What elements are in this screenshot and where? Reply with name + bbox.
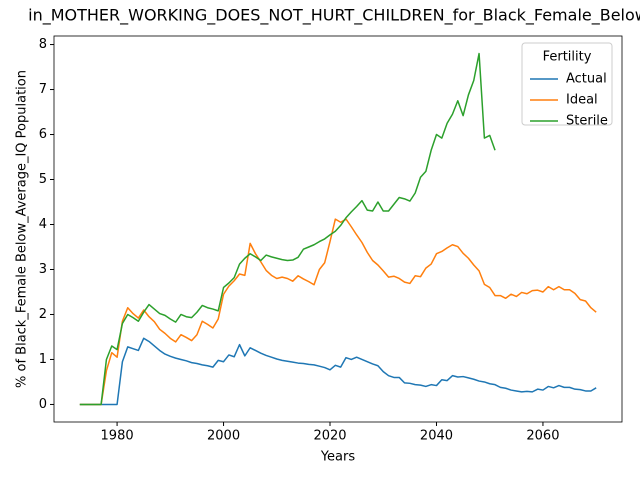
y-tick-label: 2: [39, 307, 47, 322]
y-axis-label: % of Black_Female Below_Average_IQ Popul…: [15, 70, 30, 388]
chart-title: in_MOTHER_WORKING_DOES_NOT_HURT_CHILDREN…: [28, 6, 640, 26]
legend-label: Ideal: [566, 93, 598, 108]
x-axis-label: Years: [320, 450, 356, 465]
x-tick-label: 2040: [420, 429, 453, 444]
x-tick-label: 2020: [313, 429, 346, 444]
plot-frame: [53, 35, 623, 423]
line-series: [79, 337, 597, 406]
line-series: [79, 218, 597, 406]
y-tick-label: 0: [39, 397, 47, 412]
line-series: [79, 52, 496, 406]
x-tick-label: 2000: [207, 429, 240, 444]
x-tick-label: 2060: [526, 429, 559, 444]
y-tick-label: 8: [39, 37, 47, 52]
y-tick-label: 5: [39, 172, 47, 187]
y-tick-label: 1: [39, 352, 47, 367]
legend-box: [521, 42, 613, 126]
legend-label: Sterile: [566, 114, 608, 129]
x-tick-label: 1980: [101, 429, 134, 444]
y-tick-label: 6: [39, 127, 47, 142]
y-tick-label: 7: [39, 82, 47, 97]
legend-label: Actual: [566, 72, 607, 87]
y-tick-label: 3: [39, 262, 47, 277]
y-tick-label: 4: [39, 217, 47, 232]
legend-title: Fertility: [543, 50, 592, 65]
